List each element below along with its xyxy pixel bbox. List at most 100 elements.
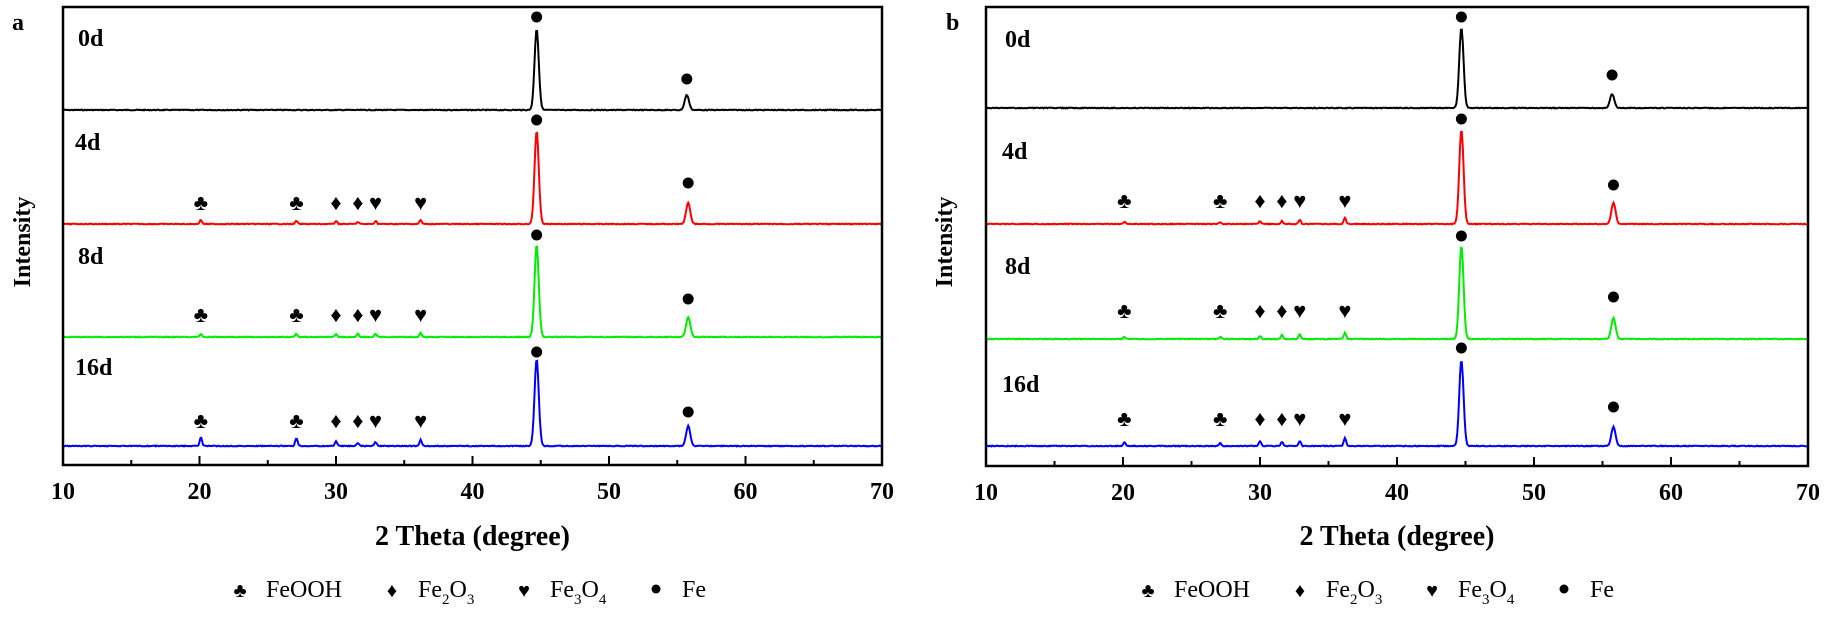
legend-item-fe: Fe bbox=[651, 577, 706, 603]
diamond-icon: ♦ bbox=[387, 580, 397, 602]
heart-icon: ♥ bbox=[1338, 406, 1351, 431]
heart-icon: ♥ bbox=[518, 580, 530, 602]
trace-line bbox=[62, 245, 883, 339]
x-tick-label: 50 bbox=[597, 479, 621, 505]
legend-label: Fe2O3 bbox=[418, 577, 474, 608]
trace-line bbox=[985, 246, 1809, 341]
x-tick-label: 10 bbox=[51, 479, 75, 505]
club-icon: ♣ bbox=[1213, 406, 1227, 431]
x-tick-label: 60 bbox=[1659, 480, 1683, 506]
legend: ♣ FeOOH ♦ Fe2O3 ♥ Fe3O4 Fe bbox=[1141, 577, 1614, 608]
x-tick-label: 40 bbox=[461, 479, 485, 505]
fe-dot-icon bbox=[531, 229, 543, 241]
fe-dot-icon bbox=[682, 406, 694, 418]
plot-frame bbox=[61, 5, 884, 467]
legend-label: Fe3O4 bbox=[550, 577, 607, 608]
x-tick-label: 30 bbox=[324, 479, 348, 505]
diamond-icon: ♦ bbox=[330, 190, 341, 215]
legend-item-fe: Fe bbox=[1559, 577, 1614, 603]
club-icon: ♣ bbox=[1213, 298, 1227, 323]
fe-dot-icon bbox=[1455, 113, 1467, 125]
fe-dot-icon bbox=[1606, 69, 1618, 81]
heart-icon: ♥ bbox=[414, 190, 427, 215]
heart-icon: ♥ bbox=[414, 302, 427, 327]
fe-dot-icon bbox=[1559, 584, 1569, 594]
diamond-icon: ♦ bbox=[1254, 298, 1265, 323]
club-icon: ♣ bbox=[194, 190, 208, 215]
trace-4d: 4d♣ ♣ ♦ ♦ ♥ ♥ bbox=[62, 114, 883, 226]
trace-8d: 8d♣ ♣ ♦ ♦ ♥ ♥ bbox=[985, 230, 1809, 341]
heart-icon: ♥ bbox=[414, 408, 427, 433]
club-icon: ♣ bbox=[194, 408, 208, 433]
x-tick-label: 70 bbox=[1796, 480, 1820, 506]
row-label: 8d bbox=[1005, 254, 1031, 280]
fe-dot-icon bbox=[1455, 11, 1467, 23]
diamond-icon: ♦ bbox=[1254, 188, 1265, 213]
row-label: 0d bbox=[78, 26, 104, 52]
trace-line bbox=[62, 131, 883, 226]
plot-frame bbox=[984, 5, 1810, 468]
heart-icon: ♥ bbox=[1293, 298, 1306, 323]
trace-line bbox=[63, 29, 882, 112]
x-tick-label: 10 bbox=[974, 480, 998, 506]
row-label: 8d bbox=[78, 244, 104, 270]
diamond-icon: ♦ bbox=[330, 302, 341, 327]
club-icon: ♣ bbox=[1117, 406, 1131, 431]
heart-icon: ♥ bbox=[369, 408, 382, 433]
fe-dot-icon bbox=[531, 114, 543, 126]
heart-icon: ♥ bbox=[369, 190, 382, 215]
trace-0d: 0d bbox=[985, 11, 1809, 110]
row-label: 4d bbox=[1002, 139, 1028, 165]
x-tick-label: 60 bbox=[734, 479, 758, 505]
x-tick-label: 20 bbox=[1111, 480, 1135, 506]
heart-icon: ♥ bbox=[1338, 298, 1351, 323]
fe-dot-icon bbox=[682, 293, 694, 305]
fe-dot-icon bbox=[531, 346, 543, 358]
fe-dot-icon bbox=[682, 177, 694, 189]
legend-item-fe: ♥ Fe3O4 bbox=[518, 577, 607, 608]
club-icon: ♣ bbox=[1117, 188, 1131, 213]
x-tick-label: 50 bbox=[1522, 480, 1546, 506]
heart-icon: ♥ bbox=[1338, 188, 1351, 213]
trace-line bbox=[985, 361, 1809, 448]
legend-item-feooh: ♣ FeOOH bbox=[233, 577, 342, 603]
trace-8d: 8d♣ ♣ ♦ ♦ ♥ ♥ bbox=[62, 229, 883, 339]
fe-dot-icon bbox=[651, 584, 661, 594]
fe-dot-icon bbox=[1607, 179, 1619, 191]
diamond-icon: ♦ bbox=[1276, 406, 1287, 431]
x-axis-title: 2 Theta (degree) bbox=[375, 521, 570, 552]
club-icon: ♣ bbox=[233, 580, 246, 602]
legend-label: Fe3O4 bbox=[1458, 577, 1515, 608]
trace-line bbox=[985, 28, 1809, 110]
fe-dot-icon bbox=[1455, 342, 1467, 354]
diamond-icon: ♦ bbox=[352, 302, 363, 327]
legend-label: Fe bbox=[1590, 577, 1614, 603]
x-axis-title: 2 Theta (degree) bbox=[1300, 521, 1495, 552]
diamond-icon: ♦ bbox=[330, 408, 341, 433]
club-icon: ♣ bbox=[1117, 298, 1131, 323]
diamond-icon: ♦ bbox=[352, 190, 363, 215]
legend-item-feooh: ♣ FeOOH bbox=[1141, 577, 1250, 603]
club-icon: ♣ bbox=[289, 190, 303, 215]
panel-letter: b bbox=[946, 10, 959, 36]
heart-icon: ♥ bbox=[1426, 580, 1438, 602]
row-label: 0d bbox=[1005, 27, 1031, 53]
legend-label: FeOOH bbox=[266, 577, 342, 603]
club-icon: ♣ bbox=[289, 302, 303, 327]
row-label: 16d bbox=[75, 355, 113, 381]
diamond-icon: ♦ bbox=[1254, 406, 1265, 431]
legend-label: Fe bbox=[682, 577, 706, 603]
legend-item-fe: ♥ Fe3O4 bbox=[1426, 577, 1515, 608]
diamond-icon: ♦ bbox=[1276, 188, 1287, 213]
club-icon: ♣ bbox=[194, 302, 208, 327]
x-tick-label: 70 bbox=[870, 479, 894, 505]
trace-line bbox=[985, 130, 1809, 226]
legend-item-fe: ♦ Fe2O3 bbox=[1295, 577, 1382, 608]
trace-line bbox=[62, 359, 883, 448]
trace-0d: 0d bbox=[63, 11, 882, 112]
trace-16d: 16d♣ ♣ ♦ ♦ ♥ ♥ bbox=[62, 346, 883, 448]
heart-icon: ♥ bbox=[1293, 406, 1306, 431]
club-icon: ♣ bbox=[1141, 580, 1154, 602]
